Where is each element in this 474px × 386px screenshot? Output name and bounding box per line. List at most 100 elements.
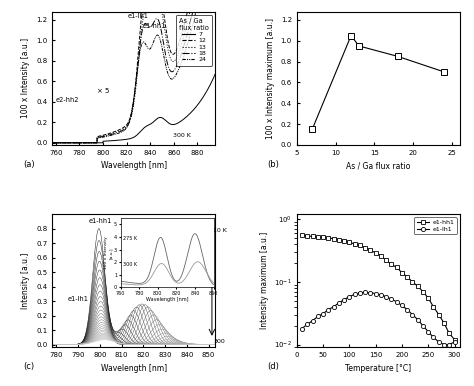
e1-hh1 <box>341 239 347 243</box>
13 <box>124 124 130 128</box>
e1-hh1 <box>399 270 405 275</box>
Y-axis label: 100 x Intensity maximum [a.u.]: 100 x Intensity maximum [a.u.] <box>266 18 275 139</box>
Text: (a): (a) <box>23 160 35 169</box>
Line: e1-lh1: e1-lh1 <box>300 290 456 347</box>
e1-lh1 <box>399 303 405 308</box>
e1-hh1 <box>304 234 310 238</box>
7 <box>208 82 213 86</box>
Text: e1-lh1: e1-lh1 <box>128 13 149 19</box>
24 <box>128 110 134 115</box>
12 <box>49 141 55 145</box>
Text: (b): (b) <box>267 160 279 169</box>
e1-hh1 <box>431 305 437 309</box>
e1-lh1 <box>415 317 420 322</box>
e1-hh1 <box>410 279 415 284</box>
X-axis label: Wavelength [nm]: Wavelength [nm] <box>100 161 167 170</box>
e1-lh1 <box>378 293 384 297</box>
e1-hh1 <box>373 251 378 255</box>
13 <box>178 45 183 50</box>
e1-hh1 <box>315 235 320 239</box>
e1-hh1 <box>320 235 326 240</box>
Text: 300: 300 <box>213 339 225 344</box>
7 <box>49 141 55 145</box>
e1-hh1 <box>357 243 363 248</box>
e1-lh1 <box>315 314 320 319</box>
12 <box>128 111 134 115</box>
e1-lh1 <box>431 335 437 340</box>
e1-hh1 <box>415 284 420 289</box>
Text: 10 K: 10 K <box>213 227 227 232</box>
12 <box>124 122 130 127</box>
e1-hh1 <box>425 296 431 300</box>
18 <box>49 141 55 145</box>
Legend: 7, 12, 13, 18, 24: 7, 12, 13, 18, 24 <box>176 15 212 66</box>
e1-lh1 <box>383 295 389 299</box>
7 <box>178 119 183 124</box>
Y-axis label: Intensity [a.u.]: Intensity [a.u.] <box>21 252 30 309</box>
e1-hh1 <box>362 245 368 250</box>
13 <box>58 141 64 145</box>
13 <box>49 141 55 145</box>
e1-lh1 <box>436 340 442 344</box>
Text: (c): (c) <box>23 362 34 371</box>
e1-hh1 <box>299 233 305 238</box>
Text: e1-lh1: e1-lh1 <box>68 296 89 302</box>
Line: e1-hh1: e1-hh1 <box>300 233 456 342</box>
e1-hh1 <box>367 248 373 252</box>
12 <box>58 141 64 145</box>
e1-hh1 <box>389 262 394 267</box>
Line: 7: 7 <box>52 74 215 143</box>
e1-hh1 <box>331 236 337 241</box>
e1-lh1 <box>331 305 337 309</box>
24 <box>178 63 183 67</box>
24 <box>49 141 55 145</box>
Text: $\times$ 5: $\times$ 5 <box>96 86 110 95</box>
e1-hh1 <box>447 331 452 336</box>
X-axis label: As / Ga flux ratio: As / Ga flux ratio <box>346 161 410 170</box>
Text: e2-hh2: e2-hh2 <box>56 97 79 103</box>
Text: (d): (d) <box>267 362 279 371</box>
Line: 24: 24 <box>52 0 215 143</box>
e1-lh1 <box>373 291 378 296</box>
e1-lh1 <box>299 326 305 331</box>
Line: 13: 13 <box>52 0 215 143</box>
e1-hh1 <box>310 234 315 239</box>
e1-lh1 <box>304 322 310 327</box>
7 <box>208 82 213 87</box>
e1-lh1 <box>420 323 426 328</box>
7 <box>124 137 130 142</box>
e1-lh1 <box>357 290 363 295</box>
Line: 12: 12 <box>52 0 215 143</box>
Legend: e1-hh1, e1-lh1: e1-hh1, e1-lh1 <box>414 217 456 234</box>
e1-lh1 <box>352 292 357 297</box>
e1-lh1 <box>447 342 452 347</box>
Y-axis label: Intensity maximum [a.u.]: Intensity maximum [a.u.] <box>260 232 269 329</box>
Line: 18: 18 <box>52 0 215 143</box>
e1-hh1 <box>452 337 457 342</box>
e1-hh1 <box>394 265 400 270</box>
Text: e1-hh1: e1-hh1 <box>142 23 165 29</box>
7 <box>128 136 134 141</box>
e1-hh1 <box>404 274 410 279</box>
e1-hh1 <box>346 240 352 244</box>
X-axis label: Wavelength [nm]: Wavelength [nm] <box>100 364 167 373</box>
7 <box>58 141 64 145</box>
e1-lh1 <box>320 312 326 316</box>
24 <box>58 141 64 145</box>
18 <box>58 141 64 145</box>
e1-lh1 <box>404 307 410 312</box>
e1-hh1 <box>336 237 342 242</box>
e1-hh1 <box>383 258 389 262</box>
e1-lh1 <box>394 300 400 304</box>
12 <box>178 36 183 41</box>
24 <box>124 125 130 129</box>
e1-lh1 <box>410 312 415 317</box>
e1-lh1 <box>452 340 457 344</box>
X-axis label: Temperature [°C]: Temperature [°C] <box>345 364 411 373</box>
e1-lh1 <box>362 290 368 295</box>
e1-lh1 <box>341 297 347 302</box>
e1-lh1 <box>346 295 352 299</box>
e1-lh1 <box>336 301 342 305</box>
18 <box>128 112 134 117</box>
Text: e1-hh1: e1-hh1 <box>88 218 111 224</box>
